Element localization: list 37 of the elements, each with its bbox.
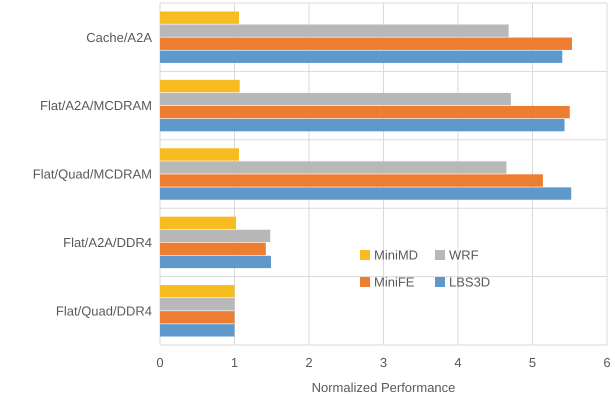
x-tick-label: 4 — [454, 355, 462, 370]
y-tick-label: Flat/Quad/MCDRAM — [32, 166, 152, 182]
bar — [160, 38, 572, 50]
bar — [160, 242, 266, 256]
bar — [160, 230, 270, 242]
bar — [160, 324, 234, 337]
bar — [160, 285, 234, 298]
x-tick-label: 1 — [230, 355, 238, 370]
legend-label: MiniMD — [374, 248, 418, 263]
bar — [160, 311, 234, 324]
bar — [160, 24, 509, 37]
y-tick-label: Flat/Quad/DDR4 — [56, 303, 152, 318]
y-tick-label: Cache/A2A — [86, 30, 152, 45]
legend-label: MiniFE — [374, 274, 415, 290]
bar — [160, 161, 506, 174]
x-tick-label: 3 — [380, 355, 388, 370]
bar — [160, 298, 234, 310]
x-tick-label: 2 — [305, 355, 313, 370]
legend-label: LBS3D — [449, 274, 490, 290]
bar — [160, 256, 272, 268]
bar — [160, 11, 239, 24]
x-tick-label: 6 — [603, 355, 611, 370]
legend-label: WRF — [449, 248, 479, 263]
bar — [160, 174, 543, 187]
x-axis-title: Normalized Performance — [312, 380, 456, 395]
bar — [160, 187, 572, 200]
bar — [160, 106, 570, 118]
bar — [160, 148, 239, 161]
bar — [160, 92, 511, 106]
y-tick-label: Flat/A2A/MCDRAM — [40, 98, 152, 114]
bar — [160, 118, 565, 132]
x-tick-label: 5 — [528, 355, 536, 370]
bar — [160, 216, 236, 230]
bar — [160, 50, 562, 63]
bar — [160, 80, 240, 92]
y-tick-label: Flat/A2A/DDR4 — [63, 234, 152, 250]
x-tick-label: 0 — [156, 355, 164, 370]
